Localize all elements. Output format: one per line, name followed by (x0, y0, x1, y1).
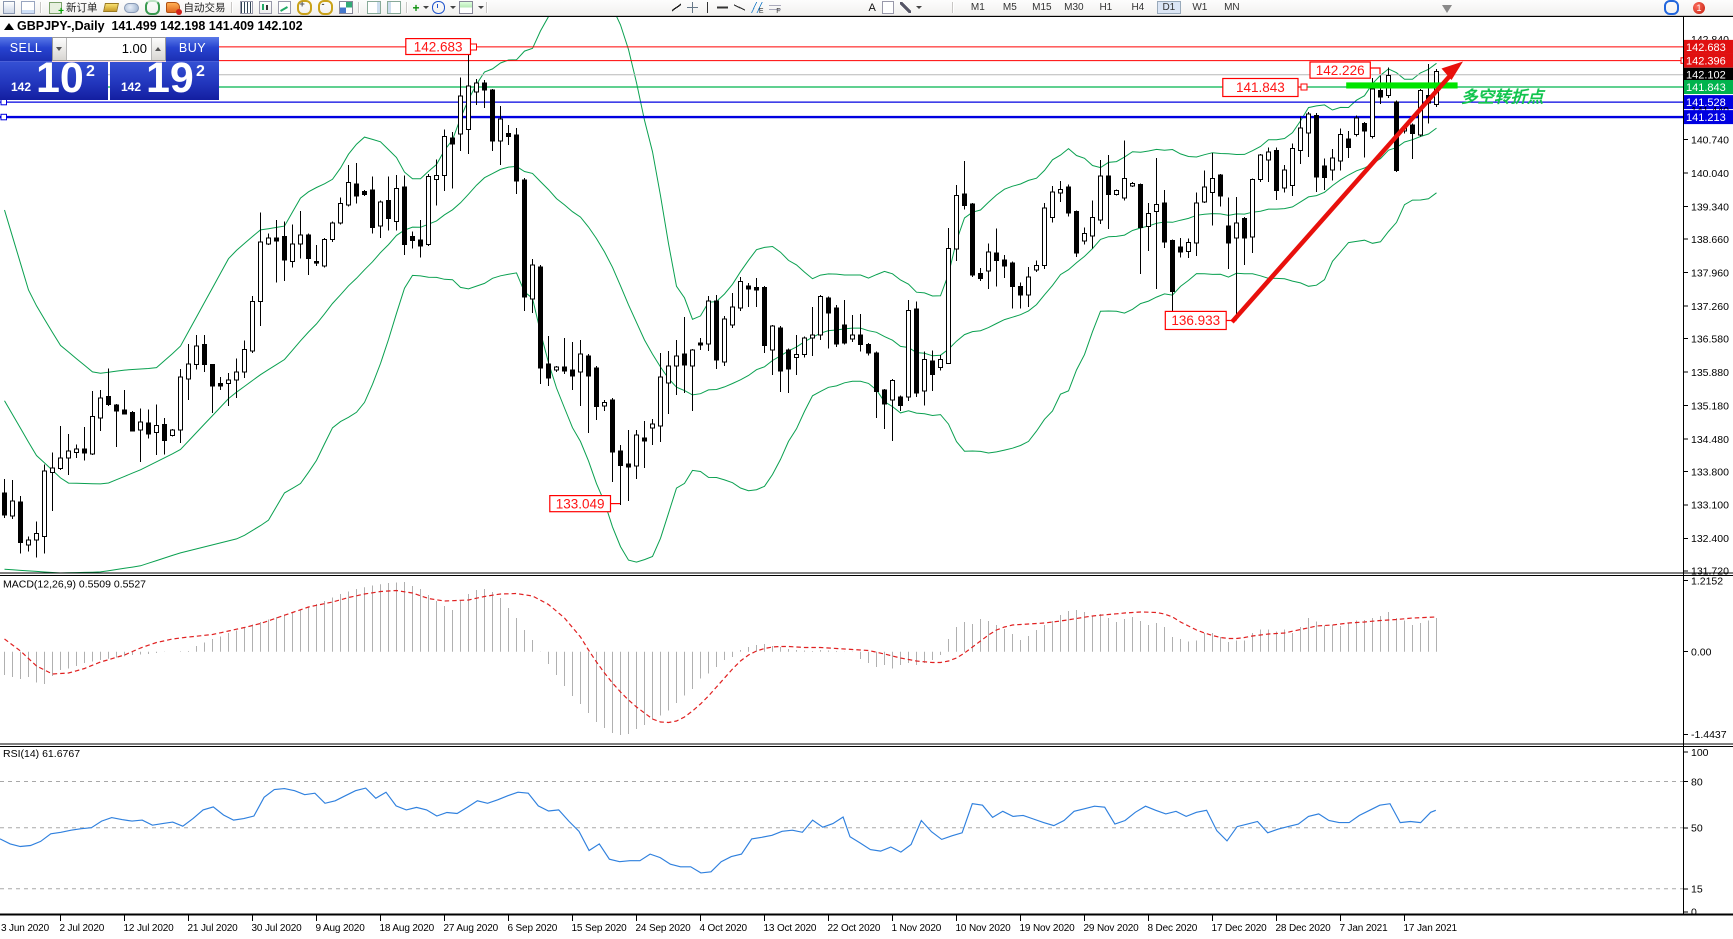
svg-text:多空转折点: 多空转折点 (1461, 88, 1546, 107)
svg-text:132.400: 132.400 (1691, 533, 1729, 545)
svg-text:133.800: 133.800 (1691, 466, 1729, 478)
svg-text:17 Jan 2021: 17 Jan 2021 (1404, 923, 1458, 934)
svg-text:134.480: 134.480 (1691, 434, 1729, 446)
svg-text:100: 100 (1691, 747, 1709, 759)
svg-text:142.226: 142.226 (1316, 63, 1365, 78)
svg-text:3 Jun 2020: 3 Jun 2020 (1, 923, 50, 934)
svg-text:140.740: 140.740 (1691, 135, 1729, 147)
svg-text:142.683: 142.683 (1686, 42, 1726, 54)
svg-text:29 Nov 2020: 29 Nov 2020 (1084, 923, 1140, 934)
svg-text:10 Nov 2020: 10 Nov 2020 (956, 923, 1012, 934)
svg-text:12 Jul 2020: 12 Jul 2020 (124, 923, 175, 934)
svg-text:24 Sep 2020: 24 Sep 2020 (636, 923, 692, 934)
svg-text:15: 15 (1691, 884, 1703, 896)
svg-text:141.528: 141.528 (1686, 97, 1726, 109)
svg-text:137.260: 137.260 (1691, 301, 1729, 313)
svg-text:7 Jan 2021: 7 Jan 2021 (1340, 923, 1389, 934)
svg-text:136.933: 136.933 (1171, 313, 1220, 328)
svg-text:22 Oct 2020: 22 Oct 2020 (828, 923, 881, 934)
svg-text:141.843: 141.843 (1236, 80, 1285, 95)
svg-text:137.960: 137.960 (1691, 267, 1729, 279)
svg-text:8 Dec 2020: 8 Dec 2020 (1148, 923, 1198, 934)
svg-text:0.00: 0.00 (1691, 647, 1712, 659)
svg-text:18 Aug 2020: 18 Aug 2020 (380, 923, 435, 934)
svg-text:27 Aug 2020: 27 Aug 2020 (444, 923, 499, 934)
svg-text:RSI(14) 61.6767: RSI(14) 61.6767 (3, 748, 80, 760)
svg-text:140.040: 140.040 (1691, 168, 1729, 180)
svg-text:9 Aug 2020: 9 Aug 2020 (316, 923, 366, 934)
svg-text:21 Jul 2020: 21 Jul 2020 (188, 923, 239, 934)
svg-text:136.580: 136.580 (1691, 333, 1729, 345)
svg-text:133.100: 133.100 (1691, 500, 1729, 512)
svg-text:139.340: 139.340 (1691, 202, 1729, 214)
svg-text:142.683: 142.683 (414, 39, 463, 54)
svg-text:50: 50 (1691, 823, 1703, 835)
svg-text:1.2152: 1.2152 (1691, 576, 1723, 588)
svg-text:6 Sep 2020: 6 Sep 2020 (508, 923, 558, 934)
svg-text:131.720: 131.720 (1691, 566, 1729, 578)
svg-text:19 Nov 2020: 19 Nov 2020 (1020, 923, 1076, 934)
svg-text:135.180: 135.180 (1691, 400, 1729, 412)
svg-text:135.880: 135.880 (1691, 367, 1729, 379)
svg-text:4 Oct 2020: 4 Oct 2020 (700, 923, 748, 934)
svg-text:1 Nov 2020: 1 Nov 2020 (892, 923, 942, 934)
svg-text:2 Jul 2020: 2 Jul 2020 (60, 923, 105, 934)
svg-text:133.049: 133.049 (556, 496, 605, 511)
svg-text:138.660: 138.660 (1691, 234, 1729, 246)
svg-text:0: 0 (1691, 907, 1697, 919)
svg-text:80: 80 (1691, 776, 1703, 788)
svg-text:-1.4437: -1.4437 (1691, 729, 1727, 741)
svg-text:141.213: 141.213 (1686, 112, 1726, 124)
svg-text:MACD(12,26,9) 0.5509 0.5527: MACD(12,26,9) 0.5509 0.5527 (3, 579, 146, 591)
svg-text:141.843: 141.843 (1686, 82, 1726, 94)
svg-text:142.396: 142.396 (1686, 56, 1726, 68)
svg-text:17 Dec 2020: 17 Dec 2020 (1212, 923, 1268, 934)
svg-text:15 Sep 2020: 15 Sep 2020 (572, 923, 628, 934)
svg-text:13 Oct 2020: 13 Oct 2020 (764, 923, 817, 934)
svg-text:30 Jul 2020: 30 Jul 2020 (252, 923, 303, 934)
svg-text:142.102: 142.102 (1686, 70, 1726, 82)
svg-text:28 Dec 2020: 28 Dec 2020 (1276, 923, 1332, 934)
